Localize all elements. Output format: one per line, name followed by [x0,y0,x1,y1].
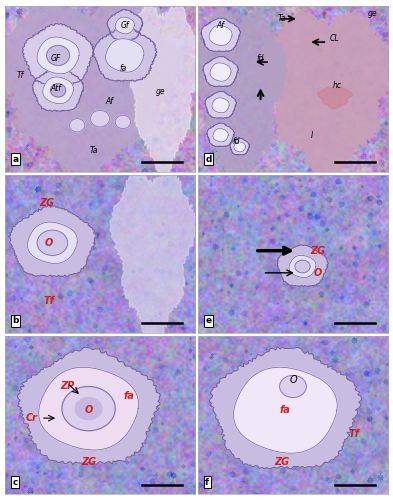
Polygon shape [39,367,138,450]
Circle shape [70,118,85,132]
Polygon shape [17,348,160,465]
Text: GF: GF [51,54,61,63]
Text: fd: fd [257,54,264,63]
Text: f: f [205,478,209,486]
Text: ZG: ZG [310,246,325,256]
Circle shape [90,110,110,127]
Circle shape [75,398,102,419]
Text: O: O [44,238,53,248]
Text: e: e [205,316,211,326]
Polygon shape [22,24,94,85]
Circle shape [280,376,306,398]
Text: Tf: Tf [17,71,24,80]
Text: fa: fa [123,391,134,401]
Text: a: a [12,155,18,164]
Polygon shape [0,2,184,178]
Polygon shape [213,128,228,142]
Text: Tf: Tf [349,429,360,439]
Text: Af: Af [217,21,224,30]
Circle shape [47,46,70,66]
Text: ge: ge [156,88,166,96]
Text: O: O [289,375,297,385]
Polygon shape [277,244,329,286]
Circle shape [37,230,68,256]
Text: fa: fa [280,405,291,415]
Text: I: I [311,130,313,140]
Text: O: O [314,268,322,278]
Polygon shape [212,98,229,113]
Polygon shape [191,6,288,190]
Polygon shape [28,222,77,264]
Circle shape [62,386,115,431]
Text: ZG: ZG [274,458,289,468]
Text: Gf: Gf [121,21,129,30]
Polygon shape [317,87,353,109]
Polygon shape [234,142,245,152]
Circle shape [50,84,66,97]
Polygon shape [202,56,239,86]
Text: O: O [84,405,93,415]
Text: hc: hc [332,81,342,90]
Circle shape [295,260,310,273]
Text: b: b [12,316,19,326]
Polygon shape [210,63,231,81]
Text: fd: fd [232,138,240,146]
Text: CL: CL [330,34,340,43]
Polygon shape [204,91,237,118]
Polygon shape [115,17,134,34]
Text: ge: ge [368,10,378,18]
Text: Ta: Ta [277,14,286,24]
Polygon shape [110,168,197,344]
Text: d: d [205,155,212,164]
Text: Ta: Ta [90,146,99,154]
Polygon shape [207,123,235,146]
Polygon shape [289,256,316,278]
Text: Atf: Atf [51,84,62,93]
Polygon shape [37,37,79,74]
Text: Af: Af [106,98,114,106]
Text: ZG: ZG [39,198,54,208]
Polygon shape [233,367,337,453]
Polygon shape [209,346,362,469]
Text: ZP: ZP [61,382,75,392]
Circle shape [115,116,130,128]
Polygon shape [43,77,73,104]
Text: fa: fa [119,64,127,73]
Polygon shape [209,26,232,46]
Polygon shape [93,27,157,82]
Text: Tf: Tf [43,296,54,306]
Polygon shape [254,10,393,178]
Polygon shape [230,138,250,155]
Text: ZG: ZG [81,458,96,468]
Polygon shape [106,38,144,72]
Polygon shape [200,18,241,52]
Polygon shape [107,10,143,40]
Text: Cr: Cr [26,413,37,423]
Polygon shape [8,206,96,277]
Text: c: c [12,478,18,486]
Polygon shape [123,2,202,177]
Polygon shape [32,68,84,112]
